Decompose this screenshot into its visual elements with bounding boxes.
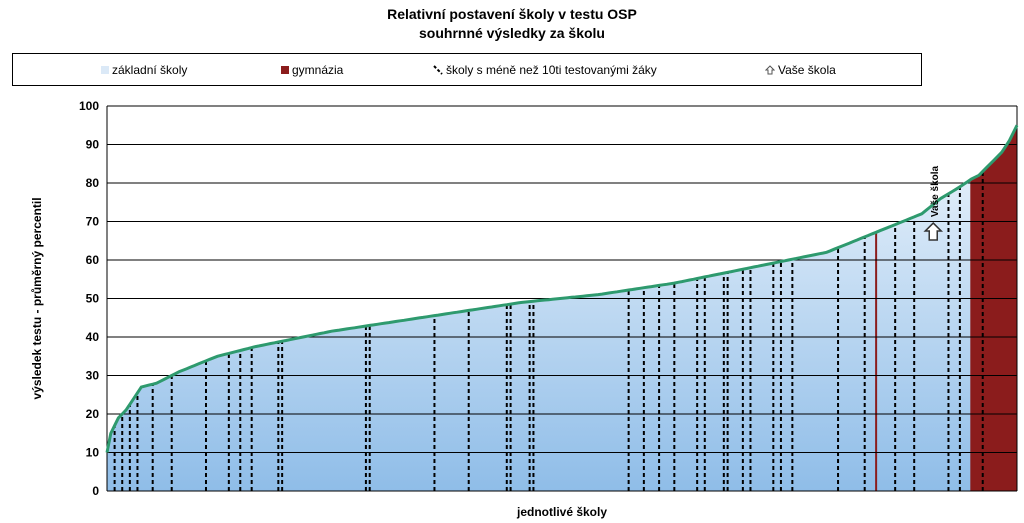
y-tick-label-40: 40 — [86, 330, 100, 344]
your-school-label: Vaše škola — [930, 165, 941, 217]
y-tick-label-0: 0 — [92, 484, 99, 498]
y-tick-label-20: 20 — [86, 407, 100, 421]
y-tick-label-50: 50 — [86, 292, 100, 306]
legend-item-small-schools: školy s méně než 10ti testovanými žáky — [433, 63, 657, 77]
y-tick-label-60: 60 — [86, 253, 100, 267]
chart-subtitle: souhrnné výsledky za školu — [419, 25, 605, 41]
y-tick-label-70: 70 — [86, 215, 100, 229]
series-line-zakladni — [105, 124, 1019, 453]
y-tick-label-30: 30 — [86, 369, 100, 383]
legend-label-zakladni: základní školy — [112, 63, 188, 77]
y-tick-label-10: 10 — [86, 446, 100, 460]
legend-swatch-your-school — [765, 65, 775, 75]
legend-item-zakladni: základní školy — [101, 63, 187, 77]
legend-item-your-school: Vaše škola — [765, 63, 836, 77]
chart-title: Relativní postavení školy v testu OSP — [387, 6, 637, 22]
legend: základní školy gymnázia školy s méně než… — [12, 53, 922, 86]
legend-swatch-small-schools — [433, 65, 443, 75]
legend-label-gymnazia: gymnázia — [292, 63, 344, 77]
y-tick-label-80: 80 — [86, 176, 100, 190]
legend-swatch-gymnazia — [281, 66, 289, 74]
area-fill — [107, 125, 1017, 492]
legend-swatch-zakladni — [101, 66, 109, 74]
x-axis-label: jednotlivé školy — [516, 505, 607, 519]
y-axis-label: výsledek testu - průměrný percentil — [30, 197, 44, 399]
y-tick-label-100: 100 — [79, 99, 99, 113]
your-school-marker — [923, 221, 944, 241]
legend-label-your-school: Vaše škola — [778, 63, 836, 77]
y-tick-label-90: 90 — [86, 138, 100, 152]
legend-label-small-schools: školy s méně než 10ti testovanými žáky — [446, 63, 657, 77]
legend-item-gymnazia: gymnázia — [281, 63, 343, 77]
gymnazia-area — [971, 125, 1017, 492]
